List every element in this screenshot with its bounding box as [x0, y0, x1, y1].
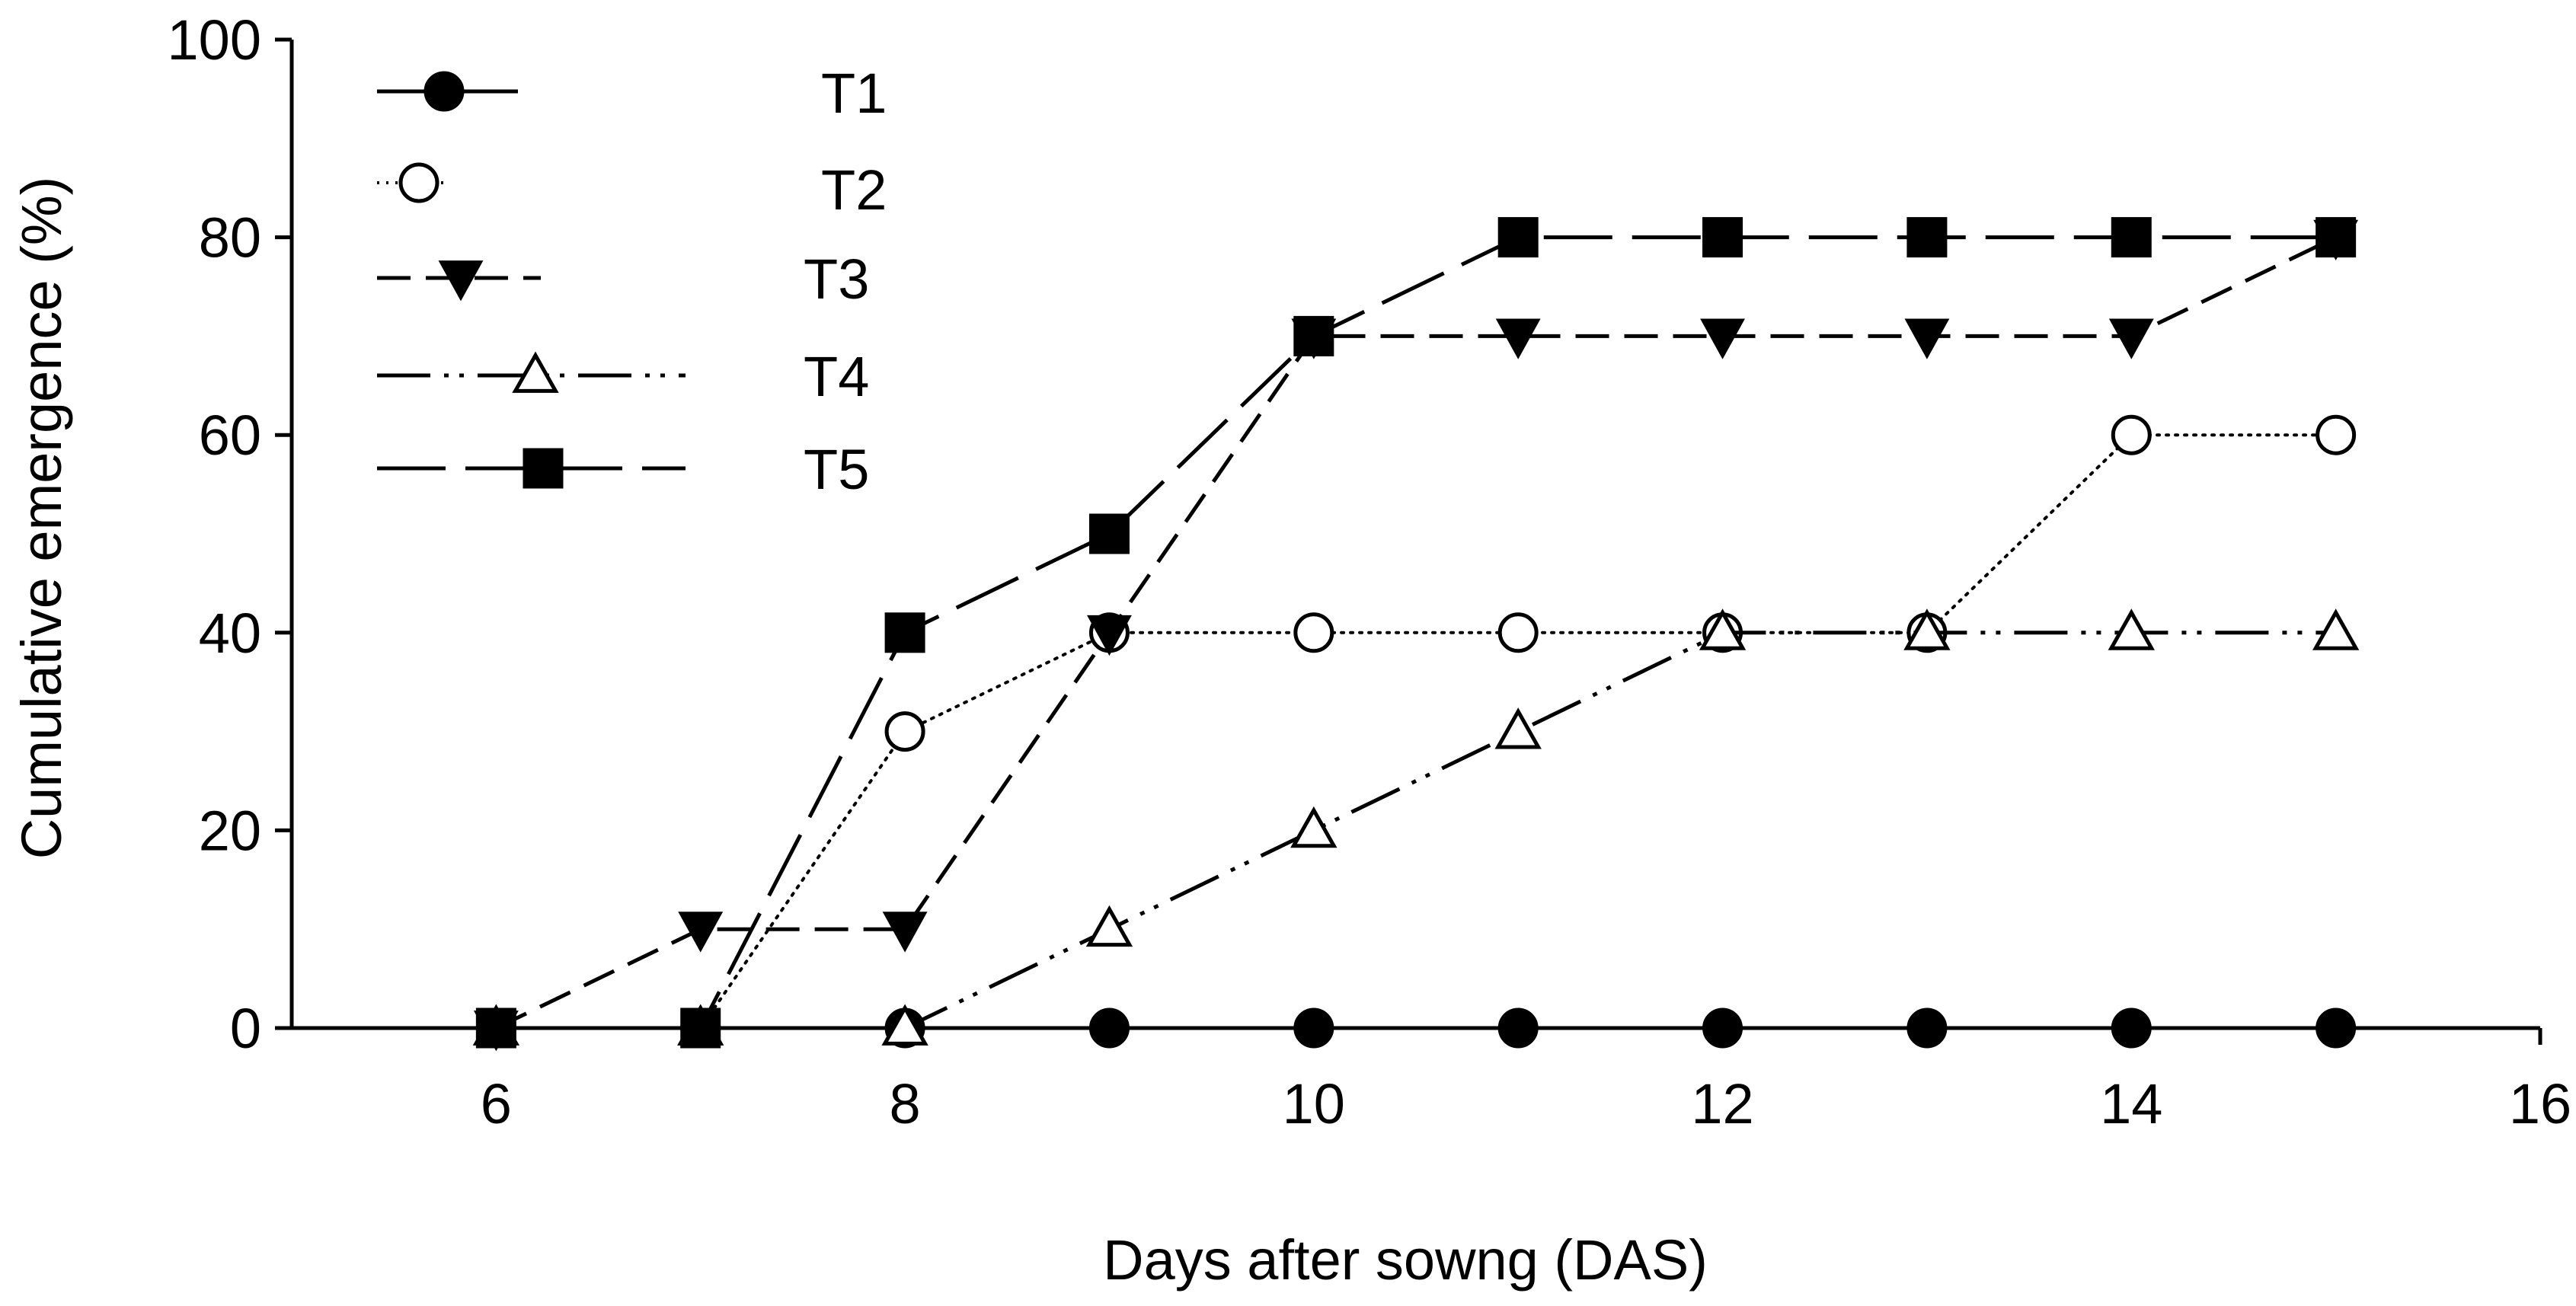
data-point-t1	[2316, 1007, 2357, 1049]
data-point-t4	[1699, 608, 1747, 650]
x-axis-title: Days after sowng (DAS)	[1103, 1228, 1708, 1292]
data-point-t5	[884, 612, 925, 653]
legend-label: T1	[821, 62, 887, 125]
y-tick-label: 60	[199, 404, 261, 467]
y-tick-label: 40	[199, 602, 261, 665]
data-point-t3	[2108, 318, 2154, 359]
series-t4	[472, 608, 2360, 1046]
y-tick-label: 0	[230, 997, 261, 1060]
data-point-t3	[1700, 318, 1745, 359]
data-point-t4	[1903, 608, 1951, 650]
series-t3	[473, 219, 2359, 1052]
legend-label: T3	[804, 247, 869, 311]
data-point-t5	[1088, 513, 1130, 554]
x-tick-label: 6	[481, 1072, 512, 1135]
data-point-t5	[1497, 217, 1539, 258]
legend-label: T2	[821, 158, 887, 222]
legend-item-t3: T3	[377, 247, 869, 311]
data-point-t2	[884, 711, 925, 752]
data-point-t4	[1494, 707, 1542, 749]
data-point-t1	[1702, 1007, 1743, 1049]
x-tick-label: 16	[2509, 1072, 2571, 1135]
legend-marker	[523, 448, 564, 489]
data-point-t4	[881, 1004, 928, 1046]
data-point-t5	[1293, 315, 1334, 356]
series-line-t3	[495, 235, 2337, 1030]
series-line-t5	[496, 235, 2336, 1030]
data-point-t4	[2312, 608, 2360, 650]
data-point-t2	[2316, 414, 2357, 455]
data-point-t5	[1906, 217, 1948, 258]
data-point-t5	[1702, 217, 1743, 258]
data-point-t1	[1497, 1007, 1539, 1049]
x-tick-label: 12	[1691, 1072, 1753, 1135]
legend-marker	[438, 260, 484, 302]
data-point-t2	[2111, 414, 2152, 455]
legend-marker	[512, 351, 559, 393]
data-point-t1	[2111, 1007, 2152, 1049]
data-point-t3	[1495, 318, 1541, 359]
legend-item-t5: T5	[377, 438, 869, 501]
legend: T1 T2 T3 T4 T5	[377, 62, 887, 501]
data-point-t1	[1293, 1007, 1334, 1049]
legend-label: T4	[804, 345, 869, 408]
data-point-t3	[882, 912, 928, 953]
data-point-t5	[680, 1007, 721, 1049]
series-line-t4	[496, 631, 2336, 1030]
data-point-t3	[1087, 615, 1132, 656]
x-tick-label: 8	[890, 1072, 921, 1135]
series-t1	[475, 1007, 2357, 1049]
x-tick-label: 14	[2100, 1072, 2162, 1135]
series-line-t2	[494, 433, 2338, 1030]
x-tick-label: 10	[1283, 1072, 1345, 1135]
legend-marker	[398, 162, 439, 203]
legend-item-t2: T2	[377, 158, 887, 222]
y-tick-label: 100	[168, 8, 261, 72]
data-point-t5	[2111, 217, 2152, 258]
series-t5	[475, 217, 2357, 1049]
data-point-t1	[1906, 1007, 1948, 1049]
series-layer	[472, 217, 2360, 1052]
legend-marker	[423, 71, 465, 112]
data-point-t4	[2108, 608, 2155, 650]
series-t2	[475, 414, 2357, 1049]
data-point-t3	[678, 912, 724, 953]
data-point-t3	[1904, 318, 1950, 359]
y-tick-label: 20	[199, 799, 261, 862]
data-point-t5	[475, 1007, 516, 1049]
axes: 0 20 40 60 80 100 6 8 10 12 14 16	[168, 8, 2572, 1135]
data-point-t2	[1293, 612, 1334, 653]
data-point-t5	[2316, 217, 2357, 258]
data-point-t2	[1497, 612, 1539, 653]
legend-item-t4: T4	[377, 345, 869, 408]
data-point-t4	[1290, 806, 1338, 848]
data-point-t4	[1085, 905, 1133, 947]
legend-item-t1: T1	[377, 62, 887, 125]
y-tick-label: 80	[199, 206, 261, 270]
legend-label: T5	[804, 438, 869, 501]
data-point-t1	[1088, 1007, 1130, 1049]
y-axis-title: Cumulative emergence (%)	[10, 177, 73, 860]
